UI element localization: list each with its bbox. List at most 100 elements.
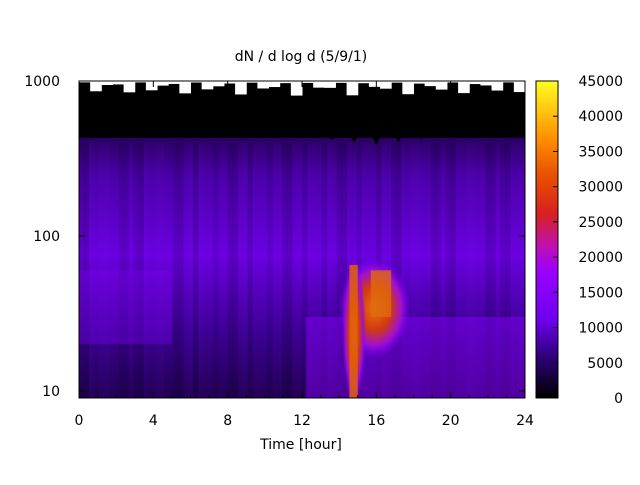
heatmap-blank (346, 81, 359, 96)
heatmap-empty-region (79, 81, 525, 146)
heatmap-column (336, 142, 343, 398)
colorbar-axis: 0 5000 10000 15000 20000 25000 30000 35000 40000… (553, 74, 623, 407)
heatmap-column (411, 142, 417, 398)
heatmap-column (257, 143, 262, 398)
heatmap-blank (380, 81, 392, 89)
x-tick-label: 12 (293, 413, 311, 429)
heatmap-blank (357, 81, 370, 84)
heatmap-column (103, 142, 110, 398)
heatmap-blank (112, 81, 125, 85)
heatmap-column (287, 142, 293, 398)
heatmap-column (203, 143, 208, 398)
heatmap-blank (134, 81, 147, 83)
heatmap-column (282, 142, 288, 398)
colorbar-tick-label: 25000 (578, 215, 623, 231)
heatmap-band (305, 316, 525, 398)
heatmap-blank (168, 81, 180, 84)
colorbar-tick-label: 30000 (578, 180, 623, 196)
colorbar-tick-label: 10000 (578, 321, 623, 337)
heatmap-blank (190, 81, 203, 83)
colorbar-tick-label: 45000 (578, 74, 623, 90)
heatmap-blank (435, 81, 448, 90)
x-axis: 0 4 8 12 16 20 24 (75, 81, 534, 429)
chart-title: dN / d log d (5/9/1) (235, 49, 368, 65)
heatmap-hotspot (349, 264, 358, 398)
heatmap-hotspot (370, 270, 392, 317)
heatmap-blank (469, 81, 481, 85)
heatmap-column (490, 142, 496, 398)
heatmap-column (237, 142, 244, 398)
heatmap-blank (402, 81, 414, 95)
heatmap-column (341, 142, 348, 398)
heatmap-blank (201, 81, 214, 90)
heatmap-column (138, 142, 144, 398)
heatmap-blank (413, 81, 426, 84)
colorbar-tick-label: 15000 (578, 285, 623, 301)
heatmap-band (79, 270, 172, 345)
heatmap-blank (123, 81, 136, 93)
heatmap-blank (446, 81, 459, 83)
heatmap-blank (90, 81, 102, 92)
heatmap-blank (212, 81, 225, 87)
heatmap-blank (480, 81, 493, 86)
heatmap-column (173, 142, 179, 398)
heatmap-column (118, 142, 125, 398)
heatmap-column (272, 143, 277, 398)
colorbar-tick-label: 35000 (578, 144, 623, 160)
heatmap-column (218, 143, 223, 398)
heatmap-column (321, 142, 328, 398)
heatmap-blank (302, 81, 314, 83)
heatmap-column (79, 142, 85, 398)
colorbar-tick-label: 0 (614, 391, 623, 407)
heatmap-column (143, 142, 149, 398)
heatmap-blank (391, 81, 403, 83)
heatmap-column (326, 142, 333, 398)
heatmap-blank (513, 81, 525, 93)
heatmap-column (500, 142, 506, 398)
y-axis: 10 100 1000 (24, 74, 525, 400)
y-tick-label: 100 (33, 229, 60, 245)
heatmap-column (232, 142, 239, 398)
heatmap-column (208, 143, 213, 398)
heatmap-column (188, 142, 194, 398)
heatmap-column (227, 142, 234, 398)
colorbar-tick-label: 20000 (578, 250, 623, 266)
heatmap-column (123, 142, 130, 398)
heatmap-column (178, 142, 184, 398)
heatmap-blank (257, 81, 270, 89)
x-tick-label: 20 (442, 413, 460, 429)
heatmap-column (158, 142, 164, 398)
heatmap-blank (145, 81, 158, 91)
heatmap-column (297, 143, 302, 398)
heatmap-blank (502, 81, 515, 83)
heatmap-blank (157, 81, 169, 86)
heatmap-column (183, 143, 188, 398)
heatmap-area (79, 81, 525, 398)
y-tick-label: 10 (42, 384, 60, 400)
x-tick-label: 4 (149, 413, 158, 429)
heatmap-column (88, 142, 95, 398)
heatmap-column (212, 142, 219, 398)
heatmap-column (520, 142, 525, 398)
heatmap-blank (290, 81, 303, 96)
heatmap-blank (424, 81, 437, 87)
heatmap-column (83, 142, 90, 398)
heatmap-blank (458, 81, 470, 94)
colorbar (535, 80, 559, 399)
heatmap-column (267, 142, 273, 398)
heatmap-column (302, 142, 308, 398)
x-tick-label: 16 (367, 413, 385, 429)
heatmap-column (197, 142, 204, 398)
heatmap-column (252, 142, 258, 398)
heatmap-column (505, 142, 511, 398)
heatmap-blank (368, 81, 381, 87)
heatmap-column (262, 143, 267, 398)
heatmap-column (415, 142, 422, 398)
heatmap-column (242, 142, 248, 398)
x-tick-label: 24 (516, 413, 534, 429)
heatmap-column (465, 142, 471, 398)
heatmap-column (133, 142, 139, 398)
heatmap-column (277, 143, 282, 398)
